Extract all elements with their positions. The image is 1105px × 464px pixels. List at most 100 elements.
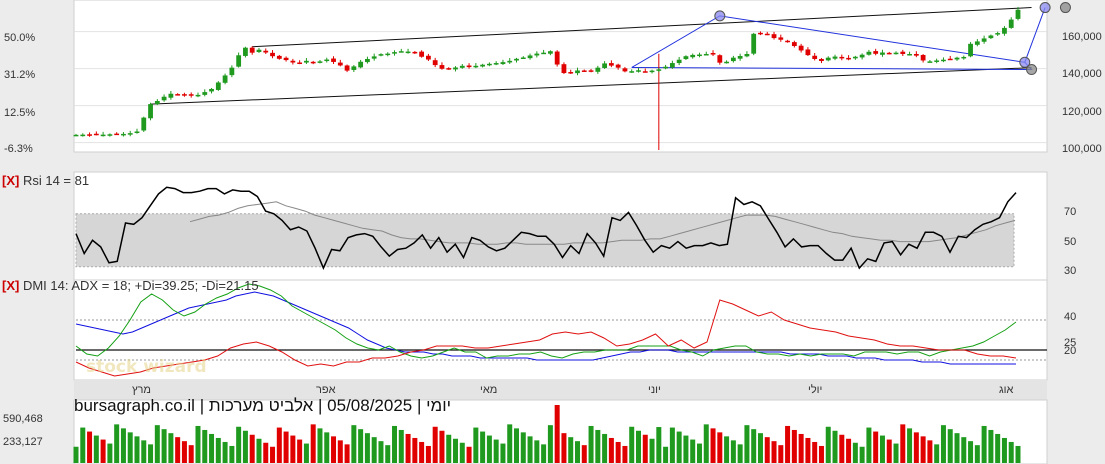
volume-bar-79 bbox=[608, 437, 614, 463]
candle-body-118 bbox=[873, 51, 879, 54]
candle-body-37 bbox=[324, 59, 330, 62]
volume-bar-80 bbox=[615, 441, 621, 463]
candle-body-52 bbox=[426, 55, 431, 60]
volume-bar-132 bbox=[968, 441, 974, 463]
volume-bar-42 bbox=[358, 429, 364, 463]
volume-bar-88 bbox=[669, 427, 675, 463]
volume-bar-109 bbox=[812, 441, 818, 463]
volume-bar-139 bbox=[1015, 445, 1021, 463]
volume-bar-37 bbox=[324, 432, 330, 463]
candle-body-85 bbox=[649, 70, 655, 73]
volume-bar-72 bbox=[561, 433, 567, 463]
volume-bar-9 bbox=[134, 436, 140, 463]
volume-bar-90 bbox=[683, 435, 689, 463]
candle-body-6 bbox=[114, 133, 120, 136]
volume-bar-102 bbox=[764, 437, 770, 463]
volume-bar-112 bbox=[832, 430, 838, 463]
volume-bar-29 bbox=[270, 446, 276, 463]
volume-bar-121 bbox=[893, 443, 899, 463]
volume-bar-70 bbox=[547, 425, 553, 463]
volume-bar-118 bbox=[873, 431, 879, 463]
upper-trend-line bbox=[252, 7, 1032, 48]
candle-body-9 bbox=[134, 131, 140, 133]
candle-body-106 bbox=[791, 42, 797, 47]
volume-bar-50 bbox=[412, 437, 418, 463]
volume-bar-104 bbox=[778, 445, 784, 463]
volume-bar-68 bbox=[534, 440, 540, 463]
candle-body-15 bbox=[175, 94, 181, 96]
candle-body-55 bbox=[446, 68, 452, 70]
candle-body-48 bbox=[398, 51, 404, 53]
candle-body-8 bbox=[127, 133, 133, 135]
volume-bar-126 bbox=[927, 440, 933, 463]
candle-body-42 bbox=[358, 61, 364, 68]
volume-bar-44 bbox=[371, 437, 377, 463]
volume-bar-16 bbox=[181, 441, 187, 463]
volume-bar-105 bbox=[785, 425, 791, 463]
volume-bar-0 bbox=[73, 446, 79, 463]
volume-bar-23 bbox=[229, 445, 235, 463]
month-label-2: מאי bbox=[480, 384, 498, 396]
candle-body-92 bbox=[697, 54, 702, 57]
dmi-tick-20: 20 bbox=[1064, 345, 1077, 357]
right-price-tick-2: 120,000 bbox=[1062, 106, 1102, 118]
volume-bar-98 bbox=[737, 444, 743, 463]
volume-bar-20 bbox=[209, 433, 215, 463]
candle-body-119 bbox=[880, 52, 885, 55]
dmi-tick-25: 25 bbox=[1064, 337, 1077, 349]
volume-bar-45 bbox=[378, 441, 384, 463]
volume-bar-8 bbox=[127, 432, 133, 463]
candle-body-101 bbox=[758, 32, 763, 35]
candle-body-111 bbox=[825, 57, 831, 61]
candle-body-16 bbox=[182, 94, 187, 96]
volume-bar-73 bbox=[568, 437, 574, 463]
dmi-label: DMI 14: ADX = 18; +Di=39.25; -Di=21.15 bbox=[22, 278, 259, 293]
candle-body-125 bbox=[920, 54, 926, 61]
candle-body-82 bbox=[629, 71, 635, 73]
dmi-title: [X] DMI 14: ADX = 18; +Di=39.25; -Di=21.… bbox=[2, 278, 259, 293]
left-pct-tick-0: 50.0% bbox=[4, 32, 36, 44]
volume-bar-34 bbox=[303, 443, 309, 463]
candle-body-31 bbox=[283, 57, 289, 61]
volume-bar-138 bbox=[1008, 441, 1014, 463]
volume-bar-48 bbox=[398, 429, 404, 463]
volume-bar-92 bbox=[696, 443, 702, 463]
candle-body-34 bbox=[304, 60, 309, 63]
volume-bar-78 bbox=[602, 433, 608, 463]
candle-body-5 bbox=[107, 134, 113, 136]
candle-body-70 bbox=[547, 51, 553, 54]
volume-bar-94 bbox=[710, 428, 716, 463]
volume-bar-117 bbox=[866, 427, 872, 463]
candle-body-93 bbox=[703, 53, 709, 56]
volume-bar-87 bbox=[663, 446, 669, 463]
candle-body-110 bbox=[819, 58, 824, 62]
candle-body-79 bbox=[608, 63, 614, 66]
rsi-close-button[interactable]: [X] bbox=[2, 173, 20, 188]
volume-bar-110 bbox=[818, 445, 824, 463]
candle-body-81 bbox=[622, 68, 628, 72]
candle-body-128 bbox=[941, 59, 946, 62]
candle-body-17 bbox=[188, 94, 194, 96]
volume-bar-115 bbox=[852, 442, 858, 463]
candle-body-54 bbox=[439, 65, 445, 69]
volume-bar-81 bbox=[622, 445, 628, 463]
candle-body-19 bbox=[202, 92, 208, 95]
candle-body-30 bbox=[276, 55, 282, 59]
volume-bar-63 bbox=[500, 443, 506, 463]
candle-body-57 bbox=[459, 65, 465, 68]
candle-body-138 bbox=[1008, 19, 1014, 28]
candle-body-116 bbox=[859, 54, 865, 58]
candle-body-39 bbox=[337, 62, 343, 66]
volume-bar-96 bbox=[724, 436, 730, 463]
volume-bar-15 bbox=[175, 437, 181, 463]
volume-max-label: 590,468 bbox=[3, 413, 43, 425]
volume-bar-2 bbox=[87, 431, 93, 463]
candle-body-61 bbox=[486, 63, 492, 66]
dmi-close-button[interactable]: [X] bbox=[2, 278, 20, 293]
volume-bar-75 bbox=[581, 445, 587, 463]
volume-bar-134 bbox=[981, 425, 987, 463]
dmi-panel bbox=[73, 279, 1048, 381]
volume-bar-18 bbox=[195, 425, 201, 463]
volume-bar-52 bbox=[425, 445, 431, 463]
